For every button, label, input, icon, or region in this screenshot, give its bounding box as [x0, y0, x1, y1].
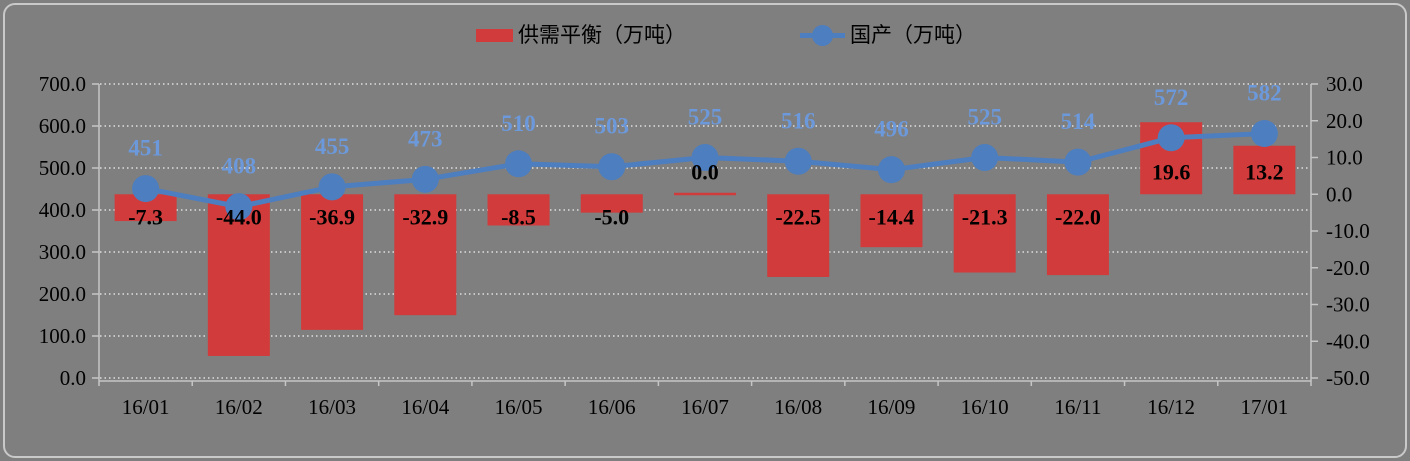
- bar-data-label: -32.9: [402, 204, 448, 229]
- x-axis-category-label: 16/06: [588, 395, 636, 419]
- point-data-label: 496: [874, 117, 909, 142]
- point-data-label: 510: [501, 111, 536, 136]
- bar-data-label: -22.0: [1055, 204, 1101, 229]
- legend-label-domestic-production: 国产（万吨）: [850, 23, 976, 47]
- bar-data-label: -14.4: [869, 204, 915, 229]
- bar: [207, 194, 270, 356]
- x-axis-category-label: 16/11: [1054, 395, 1101, 419]
- left-axis-tick-label: 500.0: [39, 156, 86, 180]
- line-marker: [877, 156, 905, 184]
- x-axis-category-label: 16/03: [308, 395, 356, 419]
- line-marker: [1157, 124, 1185, 152]
- bar-data-label: -36.9: [309, 204, 355, 229]
- bar-data-label: -22.5: [775, 204, 821, 229]
- line-marker: [1250, 120, 1278, 148]
- legend-label-supply-demand-balance: 供需平衡（万吨）: [518, 23, 686, 47]
- point-data-label: 503: [595, 114, 630, 139]
- right-axis-tick-label: -40.0: [1326, 329, 1370, 353]
- line-marker: [1064, 148, 1092, 176]
- bar: [394, 194, 457, 316]
- x-axis-category-label: 16/04: [401, 395, 449, 419]
- bar-data-label: -5.0: [594, 204, 629, 229]
- left-axis-tick-label: 400.0: [39, 198, 86, 222]
- chart-legend: 供需平衡（万吨） 国产（万吨）: [0, 21, 1410, 49]
- bar: [767, 194, 830, 277]
- point-data-label: 582: [1247, 81, 1282, 106]
- point-data-label: 451: [128, 136, 163, 161]
- line-marker: [971, 144, 999, 171]
- right-axis-tick-label: 0.0: [1326, 182, 1352, 206]
- left-axis-tick-label: 0.0: [60, 366, 86, 390]
- legend-line-marker-icon: [800, 21, 845, 49]
- line-marker: [691, 144, 719, 171]
- line-marker: [598, 153, 626, 181]
- right-axis-tick-label: -30.0: [1326, 293, 1370, 317]
- x-axis-category-label: 16/09: [868, 395, 916, 419]
- right-axis-tick-label: 30.0: [1326, 72, 1363, 96]
- bar-data-label: 0.0: [691, 159, 719, 184]
- bar-zero: [674, 192, 736, 196]
- point-data-label: 525: [688, 105, 723, 130]
- legend-item-supply-demand-balance: 供需平衡（万吨）: [476, 21, 686, 49]
- bar-data-label: -7.3: [128, 204, 163, 229]
- right-axis-tick-label: 20.0: [1326, 109, 1363, 133]
- point-data-label: 408: [222, 154, 257, 179]
- bar: [487, 194, 550, 226]
- point-data-label: 572: [1154, 85, 1189, 110]
- bar: [1233, 145, 1296, 195]
- point-data-label: 473: [408, 126, 443, 151]
- x-axis-category-label: 16/05: [495, 395, 543, 419]
- bar-data-label: -21.3: [962, 204, 1008, 229]
- bar: [580, 194, 643, 213]
- bar: [953, 194, 1016, 273]
- bar: [301, 194, 364, 330]
- bar-data-label: 19.6: [1152, 159, 1191, 184]
- left-axis-tick-label: 300.0: [39, 240, 86, 264]
- left-axis-tick-label: 700.0: [39, 72, 86, 96]
- right-axis-tick-label: -50.0: [1326, 366, 1370, 390]
- x-axis-category-label: 17/01: [1240, 395, 1288, 419]
- bar: [860, 194, 923, 248]
- line-marker: [505, 150, 533, 178]
- bar-data-label: -44.0: [216, 204, 262, 229]
- line-marker: [225, 193, 253, 221]
- legend-item-domestic-production: 国产（万吨）: [800, 21, 976, 49]
- right-axis-tick-label: 10.0: [1326, 146, 1363, 170]
- line-marker: [132, 175, 160, 203]
- x-axis-category-label: 16/01: [122, 395, 170, 419]
- x-axis-category-label: 16/07: [681, 395, 729, 419]
- point-data-label: 525: [967, 105, 1002, 130]
- left-axis-tick-label: 200.0: [39, 282, 86, 306]
- left-axis-tick-label: 100.0: [39, 324, 86, 348]
- line-marker: [318, 173, 346, 201]
- bar-data-label: -8.5: [501, 204, 536, 229]
- x-axis-category-label: 16/10: [961, 395, 1009, 419]
- x-axis-category-label: 16/02: [215, 395, 263, 419]
- point-data-label: 455: [315, 134, 350, 159]
- x-axis-category-label: 16/12: [1147, 395, 1195, 419]
- bar-data-label: 13.2: [1245, 159, 1284, 184]
- point-data-label: 514: [1061, 109, 1096, 134]
- point-data-label: 516: [781, 108, 816, 133]
- right-axis-tick-label: -10.0: [1326, 219, 1370, 243]
- line-marker: [784, 147, 812, 175]
- bar: [1046, 194, 1109, 276]
- left-axis-tick-label: 600.0: [39, 114, 86, 138]
- x-axis-category-label: 16/08: [774, 395, 822, 419]
- line-marker: [411, 165, 439, 193]
- legend-bar-swatch-icon: [476, 28, 513, 42]
- right-axis-tick-label: -20.0: [1326, 256, 1370, 280]
